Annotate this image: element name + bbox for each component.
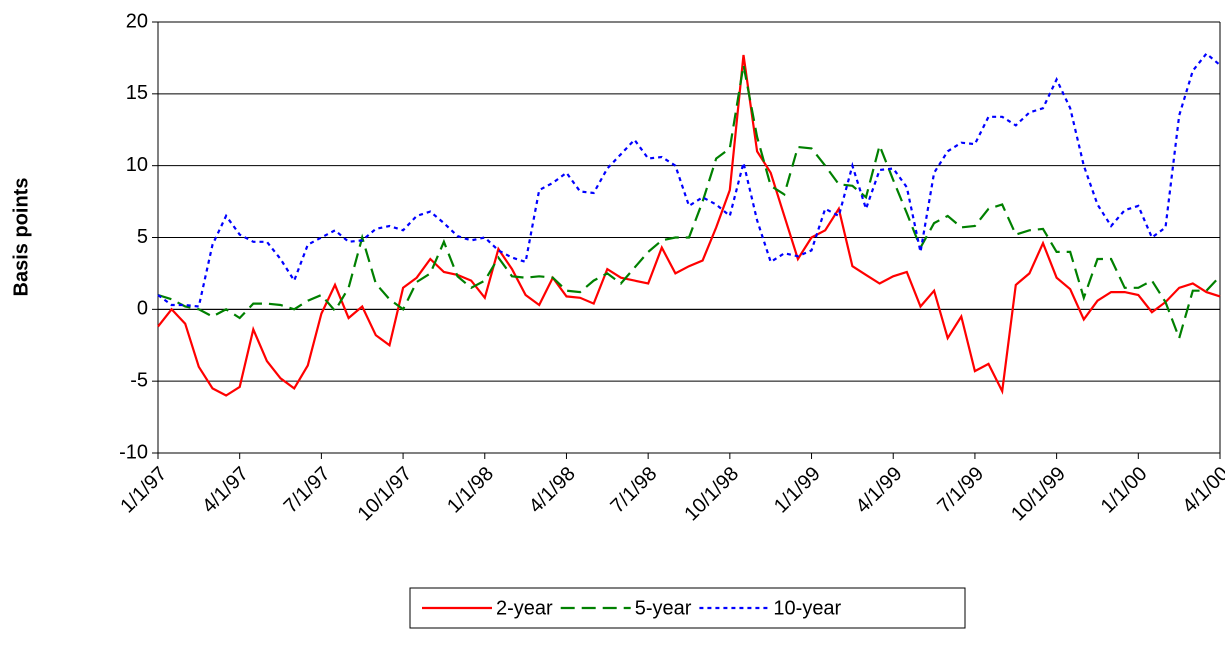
legend-box bbox=[409, 587, 966, 629]
x-tick-label: 7/1/99 bbox=[933, 463, 988, 518]
legend-label: 10-year bbox=[773, 597, 841, 619]
legend: 2-year 5-year 10-year bbox=[409, 587, 966, 629]
x-tick-label: 10/1/99 bbox=[1007, 463, 1070, 526]
x-tick-label: 1/1/99 bbox=[770, 463, 825, 518]
x-tick-label: 4/1/98 bbox=[525, 463, 580, 518]
x-tick-label: 1/1/00 bbox=[1097, 463, 1152, 518]
y-tick-label: 0 bbox=[137, 298, 148, 320]
y-tick-label: -5 bbox=[130, 369, 148, 391]
legend-label: 2-year bbox=[496, 597, 553, 619]
x-tick-label: 10/1/97 bbox=[354, 463, 417, 526]
line-series bbox=[157, 52, 1221, 308]
x-tick-label: 1/1/98 bbox=[443, 463, 498, 518]
x-tick-label: 4/1/00 bbox=[1178, 463, 1225, 518]
y-tick-label: 20 bbox=[126, 10, 148, 32]
y-tick-label: 10 bbox=[126, 154, 148, 176]
y-tick-label: -10 bbox=[119, 441, 148, 463]
line-series bbox=[157, 64, 1221, 342]
legend-label: 5-year bbox=[635, 597, 692, 619]
y-tick-label: 5 bbox=[137, 226, 148, 248]
y-axis-title: Basis points bbox=[10, 178, 32, 297]
line-series bbox=[157, 54, 1221, 397]
y-tick-label: 15 bbox=[126, 82, 148, 104]
x-tick-label: 10/1/98 bbox=[680, 463, 743, 526]
x-tick-label: 7/1/97 bbox=[280, 463, 335, 518]
x-tick-label: 4/1/99 bbox=[852, 463, 907, 518]
x-tick-label: 1/1/97 bbox=[116, 463, 171, 518]
x-tick-label: 7/1/98 bbox=[607, 463, 662, 518]
x-tick-label: 4/1/97 bbox=[198, 463, 253, 518]
